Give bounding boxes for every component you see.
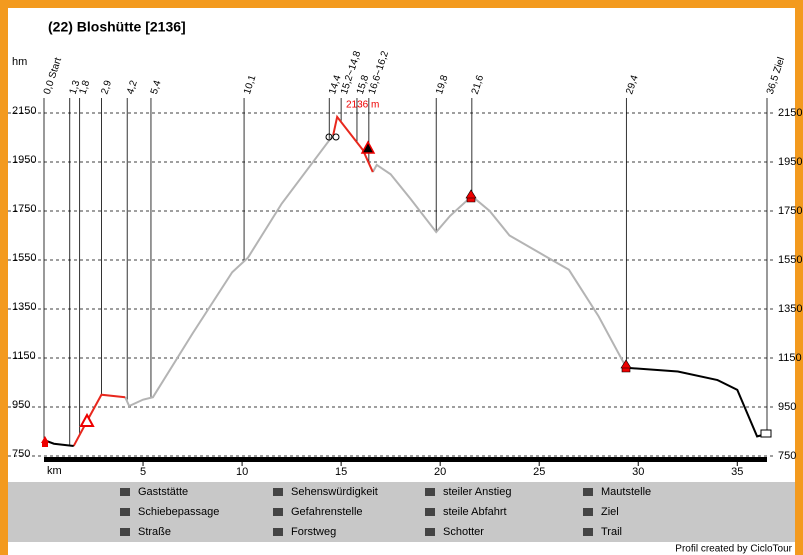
legend-icon xyxy=(425,528,435,536)
x-tick-label: 25 xyxy=(533,466,545,478)
y-axis-label: hm xyxy=(12,56,27,68)
y-tick-label-right: 950 xyxy=(778,401,796,413)
y-tick-label-right: 1750 xyxy=(778,205,802,217)
legend-label: Mautstelle xyxy=(601,486,651,498)
legend-label: Gefahrenstelle xyxy=(291,506,363,518)
legend-icon xyxy=(120,488,130,496)
legend-label: Schiebepassage xyxy=(138,506,219,518)
legend-icon xyxy=(120,528,130,536)
legend-icon xyxy=(120,508,130,516)
chart-title: (22) Bloshütte [2136] xyxy=(48,19,186,35)
panel xyxy=(8,8,795,555)
y-tick-label: 2150 xyxy=(12,105,36,117)
y-tick-label-right: 2150 xyxy=(778,107,802,119)
legend-icon xyxy=(273,528,283,536)
legend-label: Gaststätte xyxy=(138,486,188,498)
legend-icon xyxy=(583,488,593,496)
x-tick-label: 15 xyxy=(335,466,347,478)
legend-icon xyxy=(273,488,283,496)
y-tick-label: 950 xyxy=(12,399,30,411)
x-tick-label: 30 xyxy=(632,466,644,478)
y-tick-label: 1750 xyxy=(12,203,36,215)
y-tick-label: 1150 xyxy=(12,350,36,362)
icons xyxy=(41,133,772,447)
waypoint-label: 5,4 xyxy=(149,79,164,96)
icon-bike xyxy=(325,133,333,141)
legend-icon xyxy=(425,488,435,496)
legend-label: Sehenswürdigkeit xyxy=(291,486,378,498)
y-tick-label: 750 xyxy=(12,448,30,460)
y-tick-label-right: 1350 xyxy=(778,303,802,315)
icon-danger xyxy=(79,412,95,427)
icon-bike xyxy=(332,133,340,141)
y-tick-label: 1950 xyxy=(12,154,36,166)
legend-label: steiler Anstieg xyxy=(443,486,511,498)
waypoint-label: 1,3 xyxy=(68,79,83,96)
icon-descent xyxy=(360,140,376,154)
y-tick-label-right: 750 xyxy=(778,450,796,462)
legend-label: Schotter xyxy=(443,526,484,538)
y-tick-label-right: 1150 xyxy=(778,352,802,364)
icon-house xyxy=(465,189,477,203)
x-tick-label: 20 xyxy=(434,466,446,478)
y-tick-label: 1350 xyxy=(12,301,36,313)
icon-flag xyxy=(760,429,772,438)
legend-label: Trail xyxy=(601,526,622,538)
legend-icon xyxy=(273,508,283,516)
legend-label: Straße xyxy=(138,526,171,538)
profile-line xyxy=(72,114,374,447)
icon-house xyxy=(620,359,632,373)
y-tick-label-right: 1550 xyxy=(778,254,802,266)
x-tick-label: 5 xyxy=(140,466,146,478)
x-axis-label: km xyxy=(47,465,62,477)
legend-icon xyxy=(583,528,593,536)
waypoint-label: 2,9 xyxy=(99,79,114,96)
x-tick-label: 10 xyxy=(236,466,248,478)
y-tick-label: 1550 xyxy=(12,252,36,264)
legend-band xyxy=(8,482,795,542)
legend-label: Ziel xyxy=(601,506,619,518)
legend-icon xyxy=(583,508,593,516)
x-tick-label: 35 xyxy=(731,466,743,478)
icon-house xyxy=(41,436,49,447)
legend-label: Forstweg xyxy=(291,526,336,538)
x-axis-bar xyxy=(44,457,767,462)
peak-label: 2136 m xyxy=(346,100,379,111)
legend-icon xyxy=(425,508,435,516)
waypoint-label: 1,8 xyxy=(78,79,93,96)
y-tick-label-right: 1950 xyxy=(778,156,802,168)
waypoint-label: 4,2 xyxy=(125,79,140,96)
credit: Profil created by CicloTour xyxy=(675,544,792,555)
legend-label: steile Abfahrt xyxy=(443,506,507,518)
